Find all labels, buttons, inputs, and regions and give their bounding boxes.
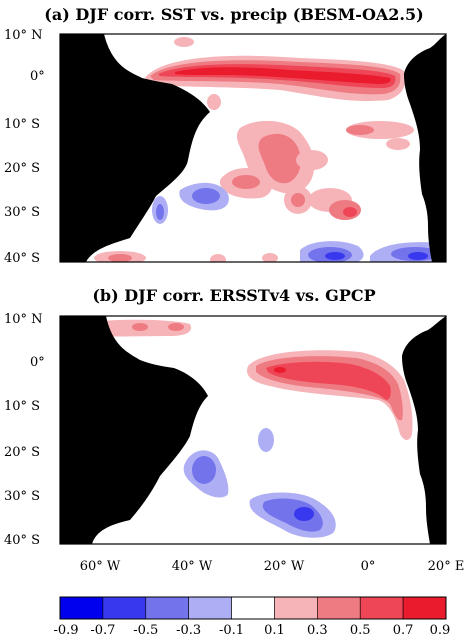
panel-b-map xyxy=(59,315,447,545)
lon-label: 20° W xyxy=(264,559,305,574)
colorbar-cell xyxy=(145,596,189,620)
panel-a-land-africa xyxy=(404,34,446,262)
colorbar-tick-label: 0.1 xyxy=(264,623,285,638)
lat-label: 40° S xyxy=(4,533,40,548)
lon-label: 60° W xyxy=(80,559,121,574)
colorbar-tick-label: 0.5 xyxy=(350,623,371,638)
colorbar-cell xyxy=(317,596,361,620)
panel-a-correlation-field xyxy=(94,37,446,262)
colorbar-cells xyxy=(59,596,447,620)
colorbar-cell xyxy=(359,596,404,620)
panel-a-map xyxy=(59,33,447,263)
colorbar-tick-label: -0.3 xyxy=(176,623,201,638)
lon-label: 40° W xyxy=(172,559,213,574)
colorbar: -0.9 -0.7 -0.5 -0.3 -0.1 0.1 0.3 0.5 0.7 0.9 xyxy=(53,596,450,638)
lat-label: 10° S xyxy=(4,399,40,414)
colorbar-tick-labels: -0.9 -0.7 -0.5 -0.3 -0.1 0.1 0.3 0.5 0.7 0.9 xyxy=(53,623,450,638)
lat-label: 10° N xyxy=(4,28,43,43)
lat-label: 0° xyxy=(30,355,45,370)
panel-b-frame xyxy=(59,315,447,545)
lon-label: 20° E xyxy=(428,559,465,574)
colorbar-cell xyxy=(188,596,232,620)
panel-a-lat-axis: 10° N 0° 10° S 20° S 30° S 40° S xyxy=(4,28,45,266)
lat-label: 20° S xyxy=(4,445,40,460)
colorbar-cell xyxy=(274,596,318,620)
lat-label: 20° S xyxy=(4,161,40,176)
colorbar-tick-label: 0.3 xyxy=(307,623,328,638)
lat-label: 0° xyxy=(30,69,45,84)
colorbar-cell xyxy=(102,596,147,620)
panel-b-correlation-field xyxy=(78,319,413,538)
lon-axis: 60° W 40° W 20° W 0° 20° E xyxy=(80,559,465,574)
lat-label: 30° S xyxy=(4,489,40,504)
colorbar-tick-label: -0.9 xyxy=(53,623,78,638)
colorbar-tick-label: 0.7 xyxy=(393,623,414,638)
colorbar-frame xyxy=(59,596,447,620)
colorbar-cell xyxy=(231,596,275,620)
colorbar-tick-label: -0.1 xyxy=(219,623,244,638)
lat-label: 10° N xyxy=(4,312,43,327)
panel-b-land-africa xyxy=(402,316,446,544)
colorbar-cell xyxy=(59,596,104,620)
lat-label: 30° S xyxy=(4,205,40,220)
colorbar-tick-label: -0.7 xyxy=(90,623,115,638)
colorbar-tick-label: -0.5 xyxy=(133,623,158,638)
colorbar-cell xyxy=(402,596,447,620)
lat-label: 40° S xyxy=(4,251,40,266)
panel-b-lat-axis: 10° N 0° 10° S 20° S 30° S 40° S xyxy=(4,312,45,548)
panel-a-title: (a) DJF corr. SST vs. precip (BESM-OA2.5… xyxy=(44,5,423,24)
lon-label: 0° xyxy=(361,559,376,574)
colorbar-tick-label: 0.9 xyxy=(430,623,451,638)
panel-b-land-south-america xyxy=(60,316,208,544)
lat-label: 10° S xyxy=(4,117,40,132)
panel-a-frame xyxy=(59,33,447,263)
panel-a-land-south-america xyxy=(60,34,210,262)
panel-b-title: (b) DJF corr. ERSSTv4 vs. GPCP xyxy=(92,286,375,305)
